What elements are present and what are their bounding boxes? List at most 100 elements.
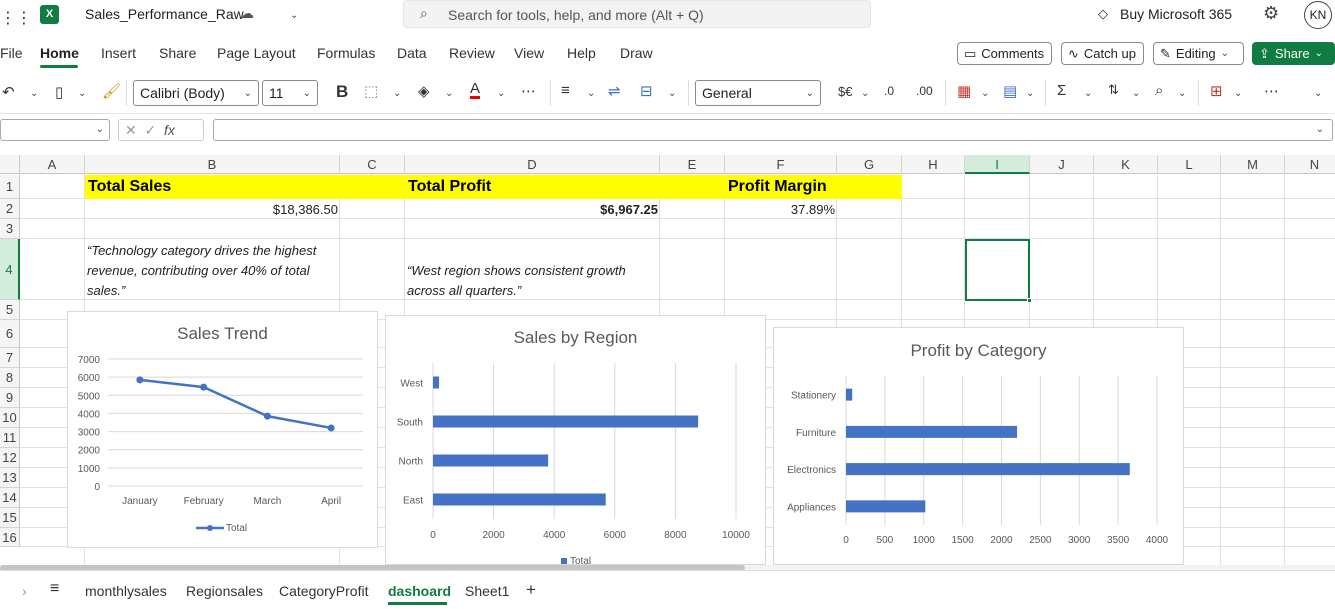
select-all-corner[interactable] bbox=[0, 155, 20, 174]
cell-d2[interactable]: $6,967.25 bbox=[600, 202, 658, 217]
add-sheet-icon[interactable]: + bbox=[526, 580, 536, 599]
settings-gear-icon[interactable]: ⚙ bbox=[1263, 3, 1280, 23]
scroll-tabs-icon[interactable]: › bbox=[22, 583, 27, 599]
column-header-b[interactable]: B bbox=[85, 155, 340, 174]
column-header-a[interactable]: A bbox=[20, 155, 85, 174]
conditional-format-icon[interactable]: ▦ bbox=[957, 83, 972, 100]
menu-help[interactable]: Help bbox=[567, 45, 596, 61]
file-menu-chevron-icon[interactable]: ⌄ bbox=[290, 10, 299, 21]
sort-chevron-icon[interactable]: ⌄ bbox=[1132, 88, 1141, 99]
borders-icon[interactable]: ⬚ bbox=[364, 83, 379, 100]
merge-chevron-icon[interactable]: ⌄ bbox=[668, 88, 677, 99]
column-header-g[interactable]: G bbox=[837, 155, 902, 174]
menu-share[interactable]: Share bbox=[159, 45, 197, 61]
confirm-icon[interactable]: ✓ bbox=[144, 122, 157, 138]
wrap-text-icon[interactable]: ⇌ bbox=[608, 83, 621, 100]
menu-page-layout[interactable]: Page Layout bbox=[217, 45, 296, 61]
all-sheets-icon[interactable]: ≡ bbox=[50, 580, 60, 597]
menu-formulas[interactable]: Formulas bbox=[317, 45, 376, 61]
cell-f1[interactable]: Profit Margin bbox=[725, 175, 902, 199]
chart-sales-region[interactable]: Sales by Region 0 2000 4000 6000 8000 10000 We… bbox=[385, 315, 766, 565]
row-header-4[interactable]: 4 bbox=[0, 239, 20, 300]
row-header-13[interactable]: 13 bbox=[0, 468, 20, 488]
tab-sheet1[interactable]: Sheet1 bbox=[465, 583, 510, 599]
more-commands-icon[interactable]: ⋯ bbox=[1264, 83, 1279, 100]
addins-chevron-icon[interactable]: ⌄ bbox=[1234, 88, 1243, 99]
formula-input[interactable]: ⌄ bbox=[213, 119, 1333, 141]
menu-draw[interactable]: Draw bbox=[620, 45, 653, 61]
font-color-icon[interactable]: A bbox=[470, 80, 481, 99]
table-chevron-icon[interactable]: ⌄ bbox=[1026, 88, 1035, 99]
format-painter-icon[interactable]: 🖌 bbox=[102, 83, 122, 100]
avatar[interactable]: KN bbox=[1304, 1, 1332, 29]
paste-icon[interactable]: ▯ bbox=[55, 84, 64, 101]
currency-chevron-icon[interactable]: ⌄ bbox=[861, 88, 870, 99]
file-name[interactable]: Sales_Performance_Raw bbox=[85, 6, 244, 22]
function-icon[interactable]: fx bbox=[164, 122, 175, 138]
column-header-n[interactable]: N bbox=[1285, 155, 1335, 174]
borders-chevron-icon[interactable]: ⌄ bbox=[393, 88, 402, 99]
row-header-9[interactable]: 9 bbox=[0, 388, 20, 408]
chart-profit-category[interactable]: Profit by Category 0 500 1000 1500 2000 2500 3… bbox=[773, 327, 1184, 565]
format-table-icon[interactable]: ▤ bbox=[1003, 83, 1018, 100]
menu-home[interactable]: Home bbox=[40, 45, 79, 61]
row-header-5[interactable]: 5 bbox=[0, 300, 20, 320]
cf-chevron-icon[interactable]: ⌄ bbox=[981, 88, 990, 99]
tab-dashoard[interactable]: dashoard bbox=[388, 583, 452, 599]
paste-chevron-icon[interactable]: ⌄ bbox=[78, 88, 87, 99]
cell-b4[interactable]: “Technology category drives the highest … bbox=[87, 243, 317, 298]
column-header-d[interactable]: D bbox=[405, 155, 660, 174]
menu-review[interactable]: Review bbox=[449, 45, 495, 61]
selected-cell-i4[interactable] bbox=[965, 239, 1030, 301]
cell-b2[interactable]: $18,386.50 bbox=[272, 202, 338, 217]
name-box[interactable]: ⌄ bbox=[0, 119, 110, 141]
column-header-m[interactable]: M bbox=[1221, 155, 1285, 174]
font-family-select[interactable]: Calibri (Body) ⌄ bbox=[133, 80, 259, 106]
cancel-icon[interactable]: ✕ bbox=[125, 122, 137, 138]
cell-d4[interactable]: “West region shows consistent growth acr… bbox=[407, 263, 626, 298]
sum-chevron-icon[interactable]: ⌄ bbox=[1084, 88, 1093, 99]
tab-monthlysales[interactable]: monthlysales bbox=[85, 583, 167, 599]
undo-icon[interactable]: ↶ bbox=[2, 84, 15, 101]
fill-color-icon[interactable]: ◈ bbox=[418, 83, 430, 100]
horizontal-scrollbar[interactable] bbox=[0, 565, 1335, 571]
decrease-decimal-icon[interactable]: .0 bbox=[884, 84, 895, 98]
cell-d1[interactable]: Total Profit bbox=[405, 175, 725, 199]
column-header-i[interactable]: I bbox=[965, 155, 1030, 174]
number-format-select[interactable]: General ⌄ bbox=[695, 80, 821, 106]
tab-categoryprofit[interactable]: CategoryProfit bbox=[279, 583, 369, 599]
row-header-6[interactable]: 6 bbox=[0, 320, 20, 348]
share-button[interactable]: ⇪ Share ⌄ bbox=[1252, 42, 1335, 65]
align-icon[interactable]: ≡ bbox=[561, 82, 570, 99]
app-launcher-icon[interactable]: ⋮⋮ bbox=[0, 10, 32, 27]
row-header-8[interactable]: 8 bbox=[0, 368, 20, 388]
catchup-button[interactable]: ∿ Catch up bbox=[1061, 42, 1144, 65]
addins-icon[interactable]: ⊞ bbox=[1210, 83, 1223, 100]
row-header-10[interactable]: 10 bbox=[0, 408, 20, 428]
buy-m365-link[interactable]: Buy Microsoft 365 bbox=[1120, 6, 1233, 22]
bold-button[interactable]: B bbox=[336, 82, 349, 101]
comments-button[interactable]: ▭ Comments bbox=[957, 42, 1052, 65]
row-header-15[interactable]: 15 bbox=[0, 508, 20, 528]
column-header-k[interactable]: K bbox=[1094, 155, 1158, 174]
font-color-chevron-icon[interactable]: ⌄ bbox=[497, 88, 506, 99]
fill-chevron-icon[interactable]: ⌄ bbox=[445, 88, 454, 99]
column-header-f[interactable]: F bbox=[725, 155, 837, 174]
chart-sales-trend[interactable]: Sales Trend 0 1000 2000 3000 4000 5000 6000 700… bbox=[67, 311, 378, 548]
menu-data[interactable]: Data bbox=[397, 45, 427, 61]
expand-ribbon-icon[interactable]: ⌄ bbox=[1314, 88, 1323, 99]
menu-insert[interactable]: Insert bbox=[101, 45, 137, 61]
more-options-icon[interactable]: ⋯ bbox=[521, 83, 536, 100]
cell-f2[interactable]: 37.89% bbox=[790, 202, 835, 217]
sort-filter-icon[interactable]: ⇅ bbox=[1108, 82, 1119, 97]
find-icon[interactable]: ⌕ bbox=[1155, 82, 1164, 99]
menu-file[interactable]: File bbox=[0, 45, 23, 61]
column-header-e[interactable]: E bbox=[660, 155, 725, 174]
editing-button[interactable]: ✎ Editing ⌄ bbox=[1153, 42, 1244, 65]
column-header-j[interactable]: J bbox=[1030, 155, 1094, 174]
scroll-thumb[interactable] bbox=[0, 565, 745, 571]
row-header-16[interactable]: 16 bbox=[0, 528, 20, 547]
column-header-h[interactable]: H bbox=[902, 155, 965, 174]
cell-b1[interactable]: Total Sales bbox=[85, 175, 405, 199]
row-header-1[interactable]: 1 bbox=[0, 175, 20, 199]
